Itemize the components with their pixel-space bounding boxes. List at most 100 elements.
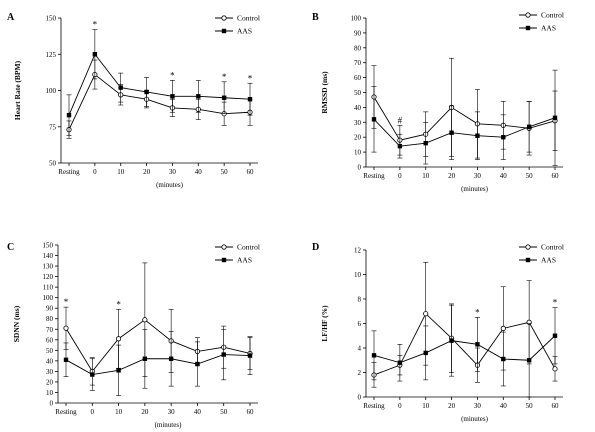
panel-b-x-tick-label: 0: [398, 172, 402, 180]
panel-a-y-tick-label: 75: [49, 123, 57, 131]
panel-d-series-control-point: [552, 366, 558, 372]
panel-b-significance-mark: #: [398, 115, 403, 125]
panel-a-series-control-line: [68, 73, 251, 130]
panel-c-y-tick-label: 20: [46, 378, 54, 386]
panel-c-y-tick-label: 120: [43, 273, 54, 281]
panel-d-series-aas-point: [397, 360, 403, 365]
panel-c: C 0102030405060708090100110120130140150R…: [7, 242, 260, 430]
panel-d-significance-mark: *: [553, 298, 558, 308]
panel-b-x-tick-label: 30: [474, 172, 482, 180]
panel-c-x-tick-label: 50: [220, 408, 228, 416]
panel-a-series-aas-point: [221, 95, 227, 100]
panel-d-series-aas-point: [501, 356, 506, 362]
panel-a-series-aas-point: [196, 94, 201, 99]
panel-c-significance-mark: *: [64, 297, 69, 307]
panel-b-series-control-line: [373, 96, 556, 141]
panel-a-significance-mark: *: [248, 73, 253, 83]
panel-c-series-aas-point: [63, 357, 69, 363]
panel-c-legend-control-label: Control: [237, 243, 260, 252]
panel-d-letter: D: [312, 242, 319, 253]
panel-b-x-axis-label: (minutes): [461, 185, 488, 193]
panel-d-legend-control-marker: [525, 244, 531, 250]
panel-c-series-aas-point: [168, 356, 174, 361]
panel-c-series-aas-point: [116, 368, 121, 373]
panel-b-series-aas-point: [449, 130, 454, 135]
panel-c-significance-mark: *: [116, 299, 121, 309]
panel-a-y-tick-label: 50: [49, 160, 57, 168]
panel-c-series-aas-point: [142, 356, 148, 361]
panel-c-y-tick-label: 30: [46, 368, 54, 376]
panel-d-x-axis-label: (minutes): [461, 415, 488, 423]
panel-c-x-tick-label: 20: [141, 408, 149, 416]
panel-b-y-tick-label: 40: [354, 104, 362, 112]
panel-d-x-tick-label: 30: [474, 402, 482, 410]
panel-b-y-tick-label: 100: [351, 15, 362, 23]
panel-c-y-tick-label: 0: [50, 400, 54, 408]
panel-b-x-tick-label: Resting: [363, 172, 385, 180]
panel-c-series-control-point: [142, 317, 148, 323]
panel-a-legend-aas-marker: [221, 28, 227, 34]
panel-c-x-tick-label: 0: [91, 408, 95, 416]
panel-a-x-tick-label: Resting: [58, 168, 80, 176]
panel-c-x-tick-label: 40: [194, 408, 202, 416]
panel-b-x-tick-label: 40: [500, 172, 508, 180]
panel-c-y-tick-label: 60: [46, 336, 54, 344]
panel-c-series-control-point: [115, 336, 122, 342]
panel-b-series-aas-line: [373, 117, 556, 147]
panel-c-x-tick-label: 60: [247, 408, 255, 416]
panel-d-legend-aas-label: AAS: [541, 256, 556, 265]
panel-c-series-control-point: [63, 325, 69, 331]
panel-c-y-tick-label: 140: [43, 252, 54, 260]
panel-a-series-aas-point: [118, 85, 123, 90]
panel-d-legend-control-label: Control: [541, 243, 564, 252]
panel-c-series-control-line: [65, 319, 251, 373]
panel-c-y-tick-label: 80: [46, 315, 54, 323]
panel-d-series-control-line: [373, 312, 556, 376]
panel-d-series-aas-point: [552, 333, 558, 338]
panel-b-x-tick-label: 50: [526, 172, 534, 180]
panel-d-x-tick-label: 0: [398, 402, 402, 410]
panel-c-legend-aas-label: AAS: [237, 256, 252, 265]
panel-a-y-axis-label: Heart Rate (BPM): [13, 60, 22, 120]
panel-d-series-aas-point: [449, 338, 454, 343]
panel-b-series-aas-point: [423, 140, 428, 146]
panel-d-legend-aas-marker: [525, 257, 531, 263]
panel-d-series-aas-point: [526, 358, 532, 363]
panel-a: A 50 75 100 125 150 Resting 0 10 20 30 40 50 60 (minu…: [7, 12, 260, 189]
panel-b-y-tick-label: 60: [354, 74, 362, 82]
panel-a-x-tick-label: 50: [221, 168, 229, 176]
panel-b-series-aas-point: [526, 124, 532, 129]
panel-b-y-tick-label: 0: [358, 164, 362, 172]
panel-d-y-tick-label: 6: [358, 320, 362, 328]
panel-c-x-tick-label: Resting: [55, 408, 77, 416]
panel-a-y-tick-label: 150: [46, 15, 57, 23]
panel-a-x-tick-label: 20: [143, 168, 151, 176]
panel-a-series-aas-line: [68, 53, 251, 116]
panel-a-x-tick-label: 60: [247, 168, 255, 176]
panel-a-legend-control-label: Control: [237, 14, 260, 23]
panel-d-x-tick-label: 50: [526, 402, 534, 410]
panel-a-x-tick-label: 30: [169, 168, 177, 176]
panel-d-y-tick-label: 8: [358, 296, 362, 304]
panel-b-y-tick-label: 80: [354, 44, 362, 52]
panel-d-y-axis-label: LF/HF (%): [320, 305, 329, 342]
panel-a-significance-mark: *: [93, 20, 98, 30]
panel-a-significance-mark: *: [222, 72, 227, 82]
panel-b-series-aas-point: [397, 143, 403, 149]
panel-c-y-tick-label: 10: [46, 389, 54, 397]
panel-a-series-aas-point: [170, 94, 175, 99]
panel-b-x-tick-label: 10: [422, 172, 430, 180]
panel-b-y-tick-label: 30: [354, 119, 362, 127]
panel-b-series-aas-point: [475, 133, 480, 138]
panel-a-series-aas-point: [92, 52, 98, 57]
panel-b-legend-control-label: Control: [541, 11, 564, 20]
panel-d-y-tick-label: 12: [354, 247, 362, 255]
panel-c-y-axis-label: SDNN (ms): [12, 305, 21, 342]
panel-a-x-tick-label: 0: [93, 168, 97, 176]
panel-b-series-aas-point: [552, 115, 558, 121]
panel-c-y-tick-label: 130: [43, 263, 54, 271]
panel-a-series-aas-point: [66, 112, 72, 118]
